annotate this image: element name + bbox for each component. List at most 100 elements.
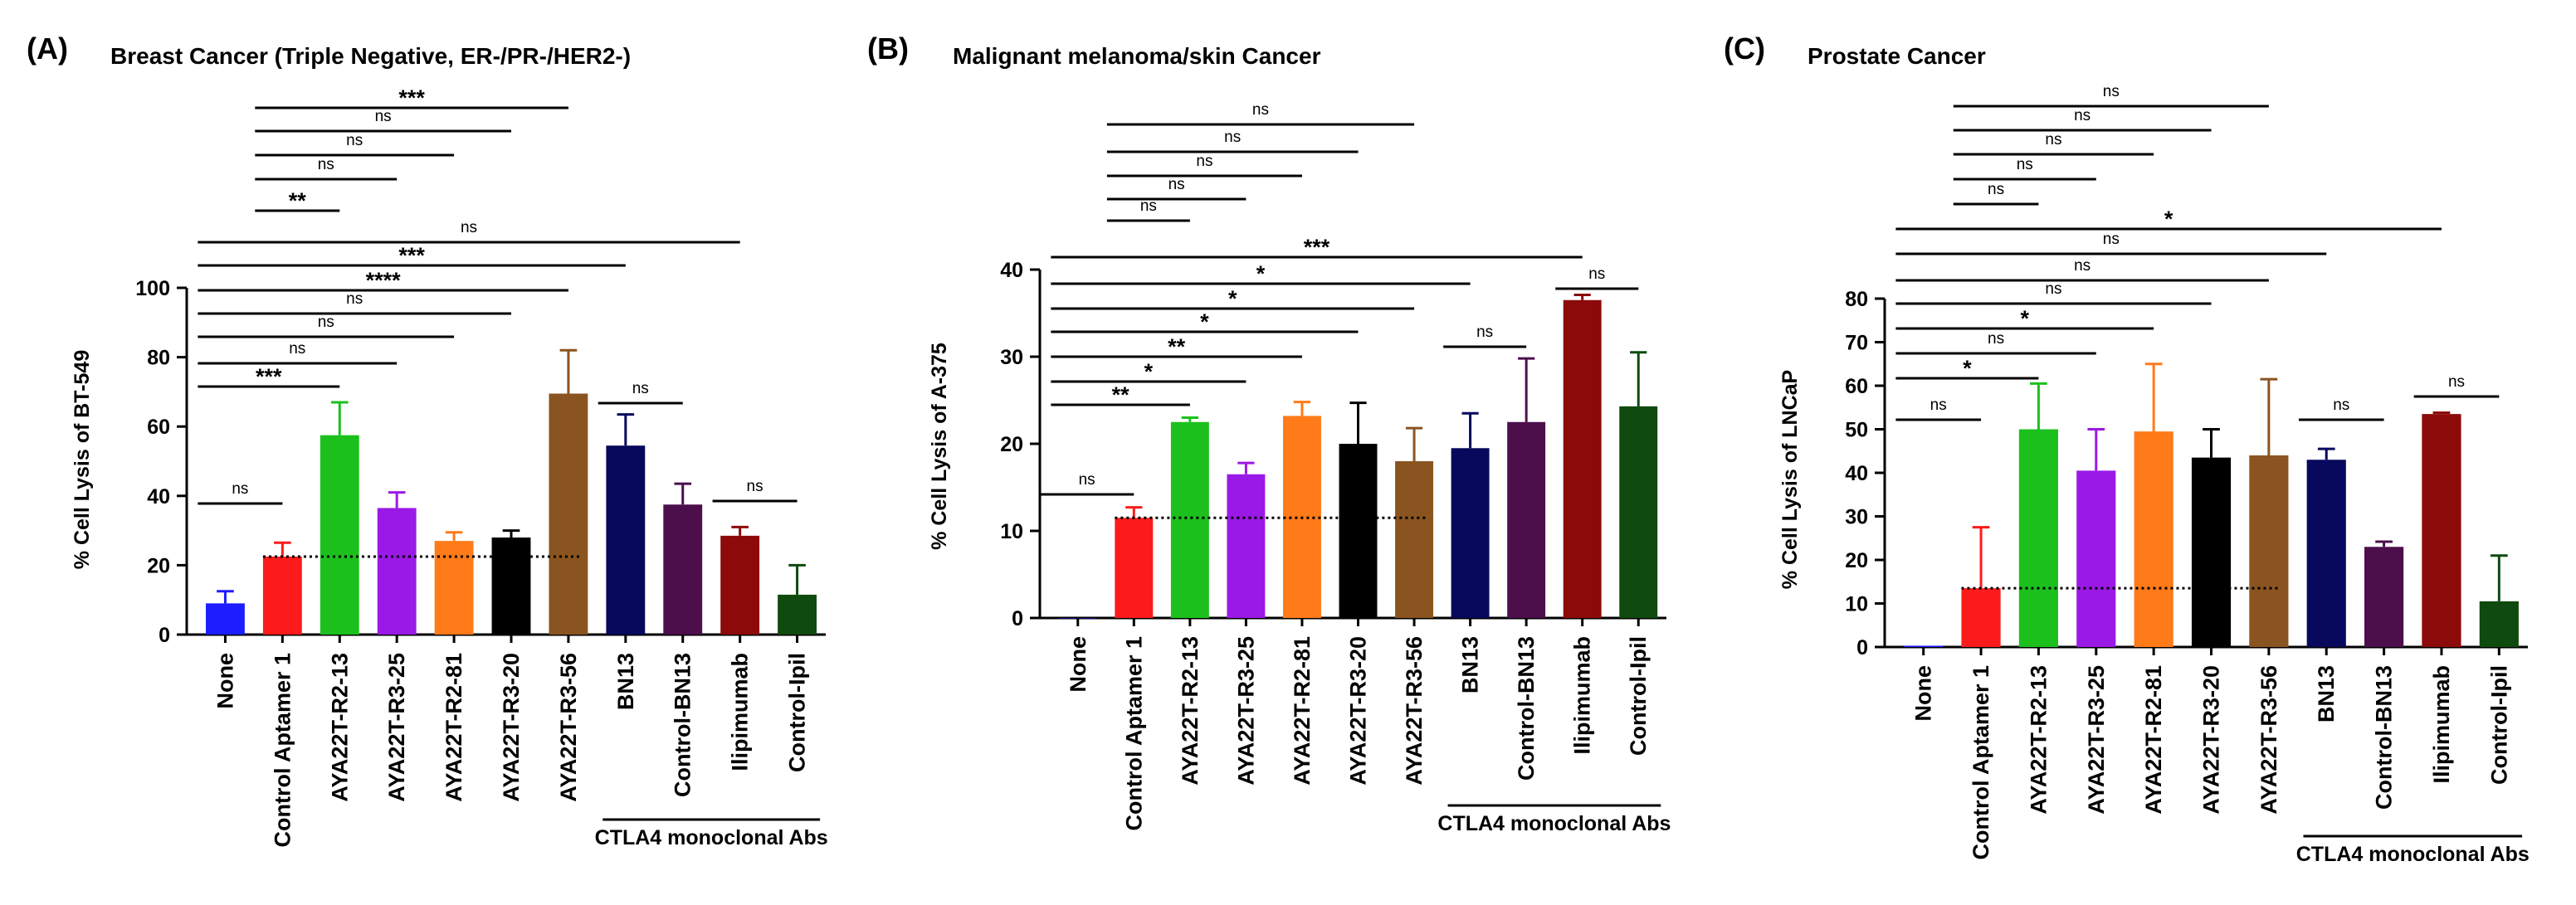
panel-b-significance-label: ns bbox=[1196, 153, 1212, 170]
panel-a-category-label: None bbox=[212, 653, 237, 709]
panel-a-bar bbox=[434, 541, 474, 635]
panel-c-bar bbox=[2076, 470, 2116, 647]
panel-c-bar bbox=[1904, 645, 1944, 647]
panel-b-y-axis-label: % Cell Lysis of A-375 bbox=[928, 343, 951, 550]
panel-a-bar bbox=[720, 535, 760, 635]
panel-c-category-label: AYA22T-R2-13 bbox=[2026, 665, 2051, 815]
panel-a-bar bbox=[778, 594, 817, 635]
panel-a-bar bbox=[320, 435, 359, 635]
panel-b-significance-label: ** bbox=[1112, 382, 1130, 407]
panel-b-bar bbox=[1339, 444, 1378, 618]
panel-c-bar bbox=[2422, 414, 2461, 647]
panel-a-y-tick-label: 60 bbox=[147, 416, 170, 439]
panel-a-significance-label: ns bbox=[232, 480, 248, 498]
panel-b-bar bbox=[1170, 421, 1209, 618]
panel-c-significance-label: ns bbox=[2045, 280, 2061, 298]
panel-c-y-tick-label: 30 bbox=[1845, 506, 1868, 529]
panel-a-category-label: AYA22T-R3-25 bbox=[384, 653, 409, 802]
panel-c-category-label: Control-Ipil bbox=[2486, 665, 2511, 785]
panel-c-category-label: Control Aptamer 1 bbox=[1969, 665, 1993, 860]
panel-b-y-tick-label: 10 bbox=[1000, 520, 1023, 543]
panel-a-y-axis-label: % Cell Lysis of BT-549 bbox=[71, 350, 94, 569]
panel-a-y-tick-label: 0 bbox=[159, 624, 170, 647]
panel-a-category-label: AYA22T-R3-56 bbox=[556, 653, 581, 802]
panel-c-significance-label: ns bbox=[2103, 231, 2120, 248]
panel-a-category-label: Ilipimumab bbox=[728, 653, 753, 771]
panel-c-y-tick-label: 20 bbox=[1845, 549, 1868, 572]
panel-b-bar bbox=[1227, 474, 1266, 618]
panel-a: (A) Breast Cancer (Triple Negative, ER-/… bbox=[27, 32, 828, 849]
panel-a-label: (A) bbox=[27, 32, 68, 66]
panel-c-bar bbox=[2306, 460, 2346, 647]
panel-a-significance-label: ns bbox=[375, 108, 392, 125]
panel-c-y-tick-label: 50 bbox=[1845, 419, 1868, 442]
panel-c-bar bbox=[2191, 457, 2232, 647]
panel-c-bar bbox=[2364, 547, 2404, 647]
panel-a-y-tick-label: 80 bbox=[147, 347, 170, 370]
panel-b-bar bbox=[1563, 299, 1602, 618]
panel-b: (B) Malignant melanoma/skin Cancer % Cel… bbox=[867, 32, 1671, 835]
panel-a-significance-label: **** bbox=[366, 268, 402, 293]
panel-c-significance-label: ns bbox=[2103, 83, 2120, 100]
panel-c-category-label: Ilipimumab bbox=[2429, 665, 2454, 784]
panel-c-y-tick-label: 60 bbox=[1845, 375, 1868, 398]
panel-a-significance-label: *** bbox=[398, 85, 425, 110]
panel-a-significance-label: ns bbox=[346, 132, 363, 149]
panel-a-significance-label: *** bbox=[398, 243, 425, 268]
panel-c-y-axis-label: % Cell Lysis of LNCaP bbox=[1778, 370, 1802, 589]
panel-c-bar bbox=[1961, 588, 2001, 647]
panel-a-bar bbox=[262, 556, 302, 635]
panel-c-significance-label: * bbox=[1963, 356, 1972, 381]
panel-a-title: Breast Cancer (Triple Negative, ER-/PR-/… bbox=[110, 43, 631, 69]
panel-a-significance-label: ns bbox=[747, 478, 764, 495]
panel-c-significance-label: ns bbox=[1988, 181, 2004, 198]
panel-c-significance-label: ns bbox=[1988, 330, 2004, 348]
panel-c-y-tick-label: 0 bbox=[1856, 636, 1868, 659]
panel-b-category-label: None bbox=[1066, 636, 1090, 693]
panel-a-bar bbox=[549, 393, 588, 635]
panel-c-group-label: CTLA4 monoclonal Abs bbox=[2296, 843, 2530, 866]
panel-c-category-label: None bbox=[1911, 665, 1936, 722]
panel-c: (C) Prostate Cancer % Cell Lysis of LNCa… bbox=[1724, 32, 2530, 866]
panel-a-category-label: AYA22T-R3-20 bbox=[499, 653, 524, 802]
panel-b-category-label: AYA22T-R3-25 bbox=[1233, 636, 1258, 786]
panel-b-significance-label: ** bbox=[1168, 334, 1186, 359]
panel-b-significance-label: * bbox=[1256, 261, 1266, 286]
panel-b-y-tick-label: 20 bbox=[1000, 433, 1023, 456]
panel-b-bar bbox=[1451, 448, 1490, 618]
panel-a-bar bbox=[206, 603, 245, 635]
panel-a-y-tick-label: 20 bbox=[147, 554, 170, 577]
panel-a-bar bbox=[606, 445, 646, 635]
panel-b-significance-label: ns bbox=[1252, 101, 1269, 119]
panel-c-y-tick-label: 40 bbox=[1845, 462, 1868, 485]
panel-a-category-label: BN13 bbox=[613, 653, 638, 710]
panel-b-bar bbox=[1507, 421, 1546, 618]
panel-c-significance-label: ns bbox=[2074, 107, 2091, 124]
panel-c-category-label: Control-BN13 bbox=[2372, 665, 2397, 810]
panel-b-category-label: AYA22T-R3-56 bbox=[1402, 636, 1427, 786]
panel-a-significance-label: ns bbox=[318, 156, 334, 173]
panel-b-y-tick-label: 30 bbox=[1000, 346, 1023, 369]
panel-b-significance-label: ns bbox=[1476, 324, 1493, 341]
panel-c-y-tick-label: 70 bbox=[1845, 332, 1868, 355]
panel-c-significance-label: * bbox=[2021, 306, 2030, 331]
panel-c-title: Prostate Cancer bbox=[1808, 43, 1986, 69]
panel-a-category-label: AYA22T-R2-13 bbox=[327, 653, 352, 802]
panel-b-significance-label: ns bbox=[1079, 471, 1095, 489]
panel-b-y-tick-label: 0 bbox=[1012, 607, 1023, 630]
panel-a-bar bbox=[663, 504, 703, 635]
panel-a-y-tick-label: 40 bbox=[147, 485, 170, 508]
panel-b-group-label: CTLA4 monoclonal Abs bbox=[1437, 812, 1671, 835]
panel-a-y-tick-label: 100 bbox=[135, 277, 170, 300]
panel-c-bar bbox=[2479, 601, 2519, 647]
panel-b-significance-label: ns bbox=[1140, 197, 1157, 215]
panel-a-category-label: Control-Ipil bbox=[785, 653, 810, 772]
panel-b-bar bbox=[1619, 406, 1658, 618]
panel-a-significance-label: ns bbox=[289, 340, 305, 358]
panel-c-significance-label: * bbox=[2164, 207, 2174, 231]
panel-b-category-label: AYA22T-R2-81 bbox=[1290, 636, 1315, 786]
panel-c-category-label: AYA22T-R3-20 bbox=[2199, 665, 2224, 815]
panel-a-significance-label: ns bbox=[461, 219, 477, 236]
panel-c-category-label: AYA22T-R2-81 bbox=[2141, 665, 2166, 815]
